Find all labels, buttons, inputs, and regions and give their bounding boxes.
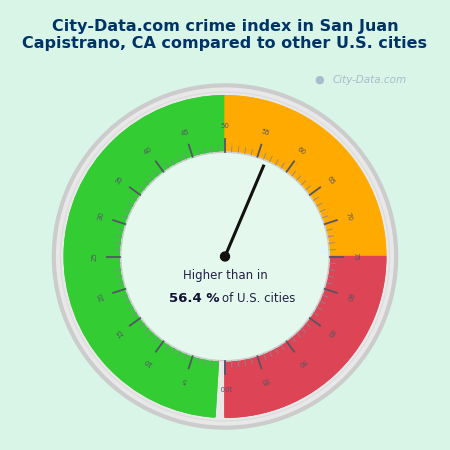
Text: 70: 70 bbox=[345, 211, 353, 221]
Text: City-Data.com crime index in San Juan
Capistrano, CA compared to other U.S. citi: City-Data.com crime index in San Juan Ca… bbox=[22, 18, 427, 51]
Text: 85: 85 bbox=[325, 328, 335, 338]
Text: 75: 75 bbox=[352, 252, 358, 261]
Text: City-Data.com: City-Data.com bbox=[333, 75, 407, 85]
Circle shape bbox=[220, 252, 230, 261]
Text: 25: 25 bbox=[92, 252, 98, 261]
Wedge shape bbox=[225, 96, 386, 256]
Wedge shape bbox=[225, 256, 386, 417]
Text: 45: 45 bbox=[180, 128, 190, 137]
Text: 30: 30 bbox=[97, 211, 105, 221]
Text: 90: 90 bbox=[296, 357, 307, 367]
Text: 10: 10 bbox=[143, 357, 154, 367]
Text: 100: 100 bbox=[218, 384, 232, 390]
Text: 35: 35 bbox=[115, 175, 125, 185]
Circle shape bbox=[54, 86, 396, 428]
Text: 15: 15 bbox=[115, 328, 125, 338]
Wedge shape bbox=[64, 96, 225, 417]
Text: Higher than in: Higher than in bbox=[183, 270, 267, 282]
Text: 40: 40 bbox=[143, 146, 154, 156]
Wedge shape bbox=[225, 256, 386, 417]
Text: 55: 55 bbox=[260, 128, 270, 137]
Text: 95: 95 bbox=[260, 376, 270, 385]
Wedge shape bbox=[64, 96, 225, 417]
Text: 65: 65 bbox=[325, 175, 335, 185]
Circle shape bbox=[121, 152, 329, 361]
Text: 60: 60 bbox=[296, 146, 307, 156]
Text: of U.S. cities: of U.S. cities bbox=[222, 292, 295, 305]
Text: 20: 20 bbox=[97, 292, 105, 302]
Text: 80: 80 bbox=[345, 292, 353, 302]
Text: 5: 5 bbox=[182, 377, 188, 384]
Text: ●: ● bbox=[314, 75, 324, 85]
Wedge shape bbox=[225, 96, 386, 256]
Text: 56.4 %: 56.4 % bbox=[169, 292, 219, 305]
Text: 50: 50 bbox=[220, 123, 230, 129]
